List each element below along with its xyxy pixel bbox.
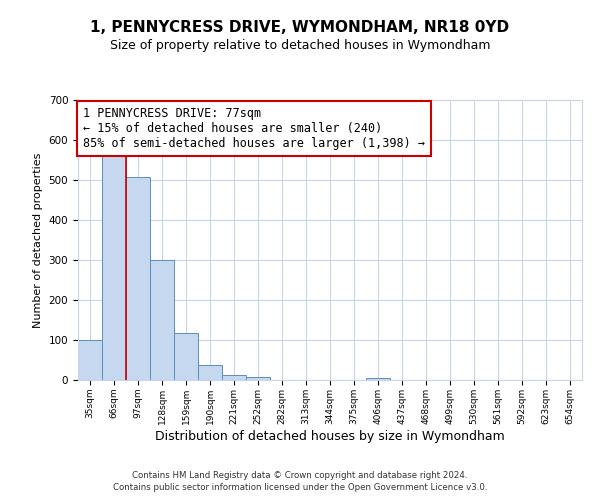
Bar: [174, 333, 198, 380]
Bar: [126, 177, 150, 380]
Text: Contains HM Land Registry data © Crown copyright and database right 2024.: Contains HM Land Registry data © Crown c…: [132, 472, 468, 480]
Bar: [222, 375, 246, 380]
Y-axis label: Number of detached properties: Number of detached properties: [33, 152, 43, 328]
Bar: [150, 260, 174, 380]
Bar: [246, 377, 270, 380]
Bar: [102, 150, 126, 380]
Bar: [198, 365, 222, 380]
Text: Size of property relative to detached houses in Wymondham: Size of property relative to detached ho…: [110, 40, 490, 52]
Bar: [366, 378, 390, 380]
X-axis label: Distribution of detached houses by size in Wymondham: Distribution of detached houses by size …: [155, 430, 505, 442]
Text: Contains public sector information licensed under the Open Government Licence v3: Contains public sector information licen…: [113, 484, 487, 492]
Text: 1, PENNYCRESS DRIVE, WYMONDHAM, NR18 0YD: 1, PENNYCRESS DRIVE, WYMONDHAM, NR18 0YD: [91, 20, 509, 35]
Bar: [78, 340, 102, 380]
Text: 1 PENNYCRESS DRIVE: 77sqm
← 15% of detached houses are smaller (240)
85% of semi: 1 PENNYCRESS DRIVE: 77sqm ← 15% of detac…: [83, 107, 425, 150]
